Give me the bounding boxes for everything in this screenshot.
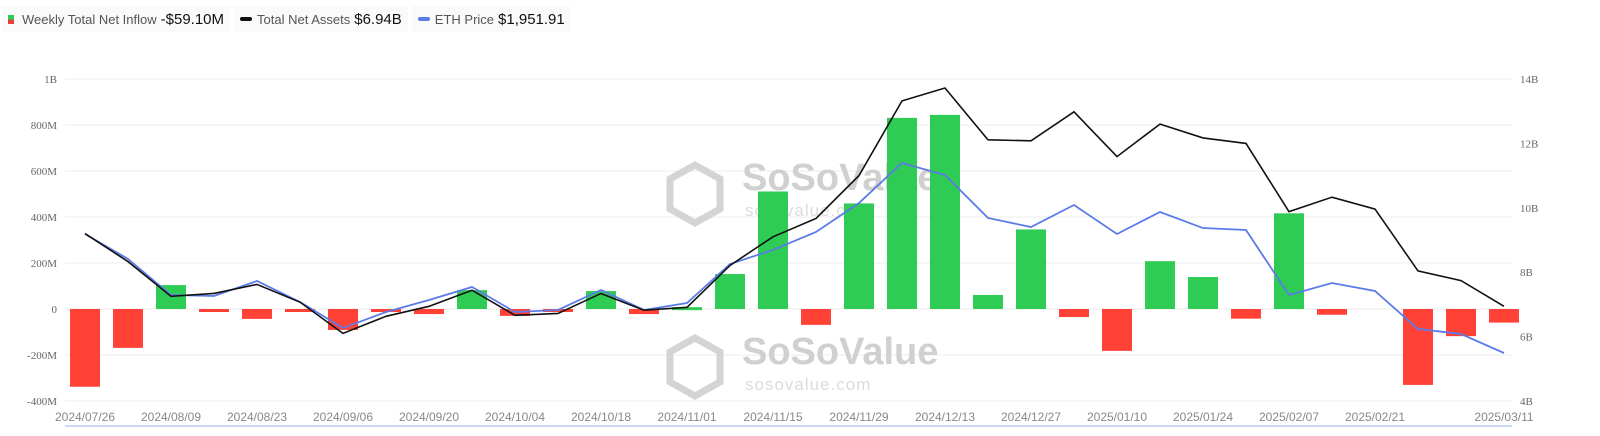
inflow-bar xyxy=(715,274,745,309)
left-tick-label: -400M xyxy=(27,396,57,408)
left-tick-label: 200M xyxy=(31,258,58,270)
x-tick-label: 2024/12/27 xyxy=(1001,410,1061,424)
x-tick-label: 2025/03/11 xyxy=(1474,410,1533,424)
outflow-bar xyxy=(371,309,401,312)
x-tick-label: 2024/10/18 xyxy=(571,410,631,424)
outflow-bar xyxy=(1403,309,1433,385)
bar-swatch-icon xyxy=(8,14,14,24)
legend-value: $6.94B xyxy=(354,10,402,28)
legend-label: Weekly Total Net Inflow xyxy=(22,11,157,27)
x-tick-label: 2024/08/23 xyxy=(227,410,287,424)
sosovalue-logo-icon xyxy=(666,333,724,401)
outflow-bar xyxy=(328,309,358,330)
outflow-bar xyxy=(1231,309,1261,319)
right-tick-label: 10B xyxy=(1520,203,1538,215)
sosovalue-logo-icon xyxy=(666,160,724,228)
right-tick-label: 14B xyxy=(1520,74,1538,86)
outflow-bar xyxy=(1059,309,1089,318)
right-tick-label: 4B xyxy=(1520,396,1533,408)
inflow-bar xyxy=(1016,229,1046,309)
outflow-bar xyxy=(242,309,272,319)
inflow-bar xyxy=(1145,261,1175,309)
legend-item-net-inflow[interactable]: Weekly Total Net Inflow -$59.10M xyxy=(2,6,231,32)
inflow-bar xyxy=(930,114,960,309)
outflow-bar xyxy=(414,309,444,315)
inflow-bar xyxy=(973,294,1003,309)
inflow-bar xyxy=(1188,277,1218,309)
outflow-bar xyxy=(1446,309,1476,337)
x-tick-label: 2024/11/15 xyxy=(743,410,802,424)
left-tick-label: 800M xyxy=(31,120,58,132)
x-tick-label: 2024/11/01 xyxy=(657,410,716,424)
inflow-bar xyxy=(887,117,917,310)
right-tick-label: 12B xyxy=(1520,138,1538,150)
right-tick-label: 6B xyxy=(1520,332,1533,344)
line-swatch-icon xyxy=(240,17,253,21)
legend: Weekly Total Net Inflow -$59.10M Total N… xyxy=(2,6,571,32)
left-tick-label: 600M xyxy=(31,166,58,178)
legend-label: Total Net Assets xyxy=(257,11,351,27)
legend-value: -$59.10M xyxy=(160,10,225,28)
watermark-brand: SoSoValue xyxy=(742,331,938,373)
outflow-bar xyxy=(70,309,100,387)
x-tick-label: 2024/10/04 xyxy=(485,410,545,424)
legend-item-eth-price[interactable]: ETH Price $1,951.91 xyxy=(411,6,571,32)
watermark-logo: SoSoValue sosovalue.com xyxy=(666,331,938,401)
x-tick-label: 2024/09/20 xyxy=(399,410,459,424)
legend-label: ETH Price xyxy=(434,11,495,27)
x-tick-label: 2025/02/21 xyxy=(1345,410,1405,424)
outflow-bar xyxy=(801,309,831,325)
outflow-bar xyxy=(1489,309,1519,323)
right-tick-label: 8B xyxy=(1520,267,1533,279)
x-tick-label: 2025/01/24 xyxy=(1173,410,1233,424)
left-tick-label: -200M xyxy=(27,350,57,362)
inflow-bar xyxy=(844,203,874,309)
net-assets-line xyxy=(84,87,1505,335)
outflow-bar xyxy=(629,309,659,315)
x-tick-label: 2024/12/13 xyxy=(915,410,975,424)
eth-price-line xyxy=(84,161,1505,354)
outflow-bar xyxy=(113,309,143,348)
outflow-bar xyxy=(199,309,229,312)
inflow-bar xyxy=(672,307,702,311)
outflow-bar xyxy=(1102,309,1132,351)
scrollbar-track[interactable] xyxy=(65,425,1512,427)
line-swatch-icon xyxy=(417,17,430,21)
legend-value: $1,951.91 xyxy=(498,10,565,28)
left-tick-label: 0 xyxy=(52,304,58,316)
legend-item-net-assets[interactable]: Total Net Assets $6.94B xyxy=(234,6,408,32)
outflow-bar xyxy=(1317,309,1347,315)
x-tick-label: 2025/01/10 xyxy=(1087,410,1147,424)
left-tick-label: 1B xyxy=(44,74,57,86)
outflow-bar xyxy=(285,309,315,312)
x-tick-label: 2025/02/07 xyxy=(1259,410,1319,424)
x-tick-label: 2024/07/26 xyxy=(55,410,115,424)
x-tick-label: 2024/11/29 xyxy=(829,410,888,424)
left-tick-label: 400M xyxy=(31,212,58,224)
x-tick-label: 2024/08/09 xyxy=(141,410,201,424)
watermark-url: sosovalue.com xyxy=(745,375,871,394)
x-tick-label: 2024/09/06 xyxy=(313,410,373,424)
